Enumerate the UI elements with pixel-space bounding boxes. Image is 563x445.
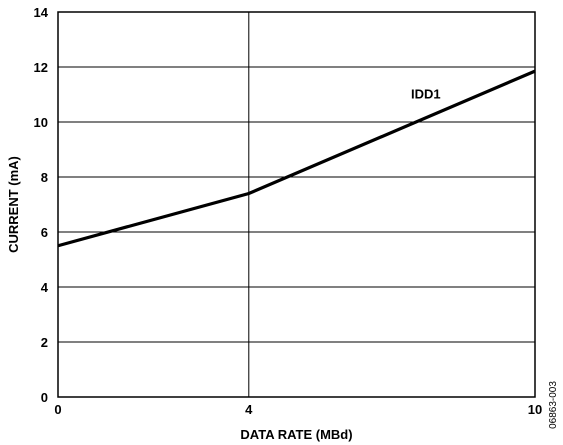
y-axis-title: CURRENT (mA) <box>6 156 21 253</box>
y-tick-label: 14 <box>34 5 49 20</box>
y-tick-label: 0 <box>41 390 48 405</box>
series-layer <box>57 69 536 248</box>
y-tick-labels: 0 2 4 6 8 10 12 14 <box>34 5 49 405</box>
y-tick-label: 8 <box>41 170 48 185</box>
y-tick-label: 12 <box>34 60 48 75</box>
grid-lines <box>58 12 535 397</box>
annotations: IDD1 <box>411 87 441 102</box>
x-tick-label: 0 <box>54 402 61 417</box>
x-tick-label: 10 <box>528 402 542 417</box>
y-tick-label: 10 <box>34 115 48 130</box>
y-tick-label: 2 <box>41 335 48 350</box>
figure-id: 06863-003 <box>548 381 559 429</box>
plot-frame <box>57 11 536 398</box>
x-tick-labels: 0 4 10 <box>54 402 542 417</box>
series-annotation: IDD1 <box>411 87 441 102</box>
y-tick-label: 4 <box>41 280 49 295</box>
x-axis-title: DATA RATE (MBd) <box>240 427 352 442</box>
y-tick-label: 6 <box>41 225 48 240</box>
x-tick-label: 4 <box>245 402 253 417</box>
series-line-idd1 <box>57 69 536 248</box>
